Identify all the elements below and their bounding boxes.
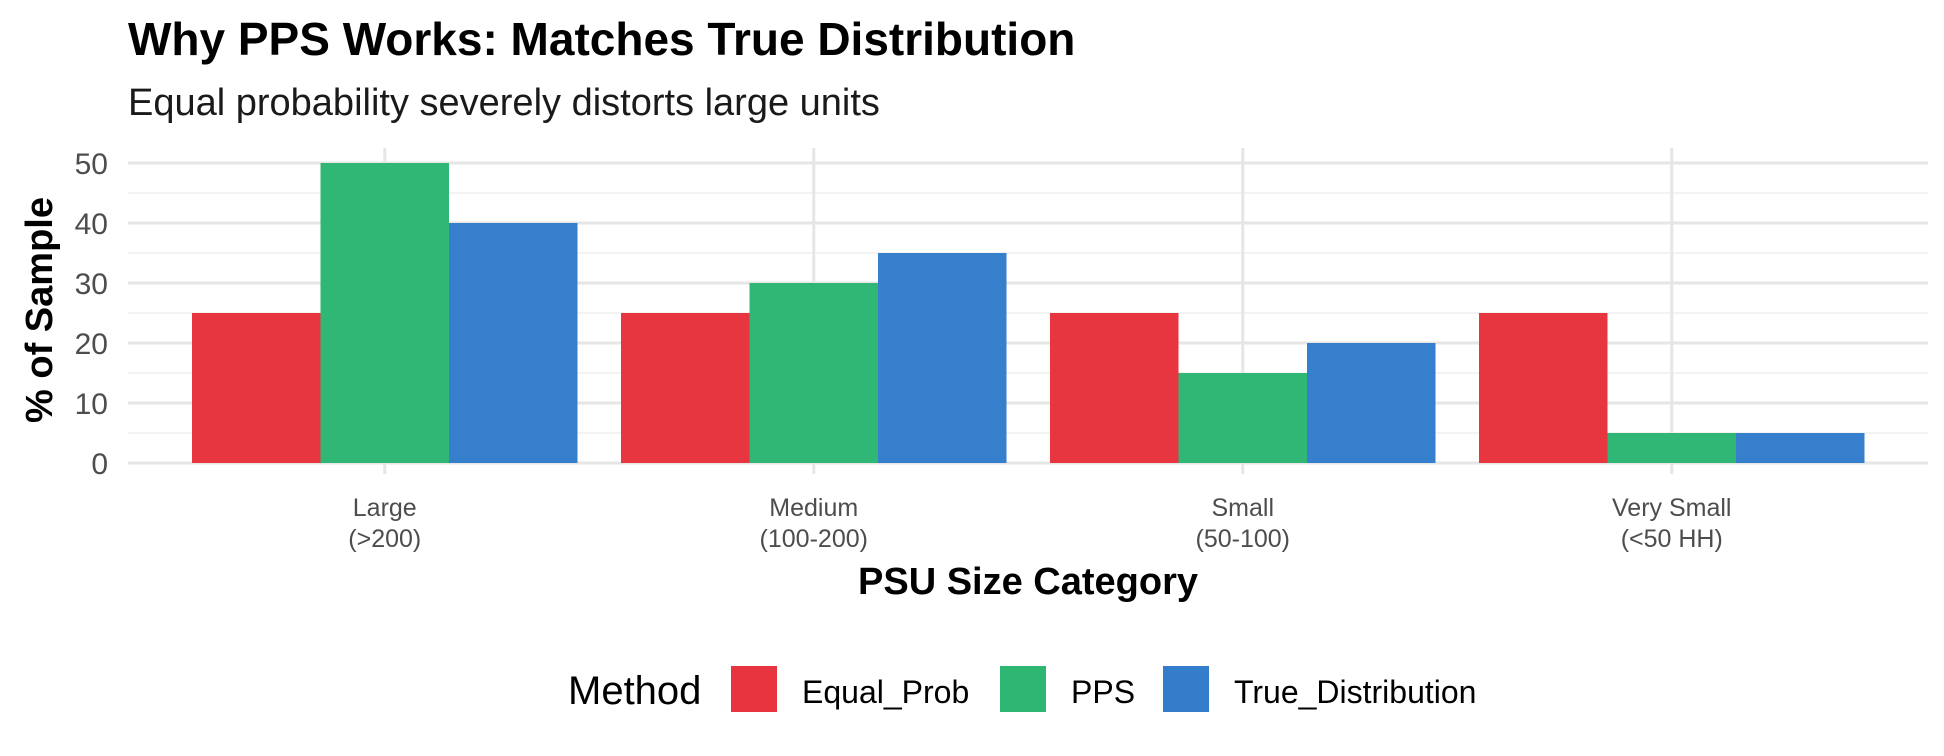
bar-true-distribution bbox=[1736, 433, 1865, 463]
bar-equal-prob bbox=[1479, 313, 1608, 463]
x-tick-label: Small bbox=[1211, 494, 1274, 522]
bar-equal-prob bbox=[1050, 313, 1179, 463]
y-tick-label: 30 bbox=[75, 268, 108, 301]
bar-true-distribution bbox=[449, 223, 578, 463]
bar-pps bbox=[749, 283, 878, 463]
x-tick-label: Large bbox=[353, 494, 417, 522]
bar-pps bbox=[320, 163, 449, 463]
legend-title: Method bbox=[568, 669, 701, 713]
y-tick-label: 20 bbox=[75, 328, 108, 361]
x-tick-label: Medium bbox=[769, 494, 858, 522]
x-tick-label: (>200) bbox=[348, 525, 421, 553]
legend-key-equal-prob bbox=[731, 666, 777, 712]
x-tick-label: (<50 HH) bbox=[1621, 525, 1723, 553]
legend-label: Equal_Prob bbox=[802, 674, 969, 710]
chart-title: Why PPS Works: Matches True Distribution bbox=[128, 13, 1076, 65]
bar-true-distribution bbox=[1307, 343, 1436, 463]
y-tick-label: 50 bbox=[75, 148, 108, 181]
bar-equal-prob bbox=[621, 313, 750, 463]
y-tick-label: 0 bbox=[91, 448, 108, 481]
legend-label: PPS bbox=[1071, 674, 1135, 710]
x-tick-label: (50-100) bbox=[1196, 525, 1291, 553]
bar-equal-prob bbox=[192, 313, 321, 463]
y-axis-title: % of Sample bbox=[19, 197, 61, 423]
y-tick-label: 10 bbox=[75, 388, 108, 421]
bar-pps bbox=[1178, 373, 1307, 463]
bar-true-distribution bbox=[878, 253, 1007, 463]
x-axis-title: PSU Size Category bbox=[858, 561, 1198, 603]
y-tick-label: 40 bbox=[75, 208, 108, 241]
legend-key-true-distribution bbox=[1163, 666, 1209, 712]
bar-pps bbox=[1607, 433, 1736, 463]
chart-subtitle: Equal probability severely distorts larg… bbox=[128, 82, 880, 124]
legend-label: True_Distribution bbox=[1234, 674, 1476, 710]
x-tick-label: (100-200) bbox=[760, 525, 868, 553]
x-tick-label: Very Small bbox=[1612, 494, 1731, 522]
legend-key-pps bbox=[1000, 666, 1046, 712]
